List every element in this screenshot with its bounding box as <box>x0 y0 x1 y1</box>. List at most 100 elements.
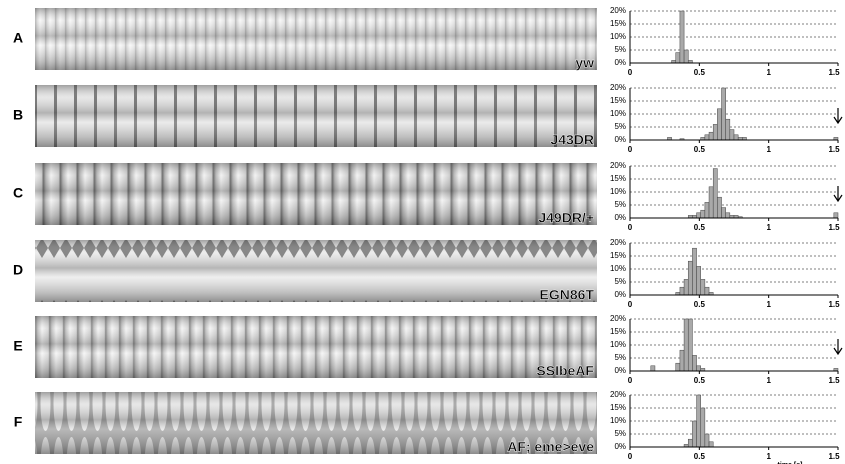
x-tick-label: 1 <box>766 376 771 385</box>
histogram-bar <box>676 363 680 371</box>
histogram-bar <box>701 210 705 218</box>
genotype-label: J49DR/+ <box>538 210 594 226</box>
y-tick-label: 20% <box>610 238 626 247</box>
genotype-label: AF; eme>eve <box>507 439 594 455</box>
genotype-label: J43DR <box>550 132 594 148</box>
histogram-bar <box>722 208 726 218</box>
x-tick-label: 0 <box>628 68 633 77</box>
x-tick-label: 1 <box>766 300 771 309</box>
x-tick-label: 0.5 <box>694 223 706 232</box>
y-tick-label: 0% <box>614 213 626 222</box>
y-tick-label: 0% <box>614 135 626 144</box>
histogram-bar <box>697 213 701 218</box>
x-tick-label: 1.5 <box>828 300 840 309</box>
x-tick-label: 0 <box>628 376 633 385</box>
x-tick-label: 0.5 <box>694 68 706 77</box>
histogram-bar <box>676 53 680 63</box>
y-tick-label: 0% <box>614 442 626 451</box>
arrow <box>834 186 842 201</box>
x-tick-label: 0.5 <box>694 145 706 154</box>
histogram-bar <box>730 130 734 140</box>
x-tick-label: 0 <box>628 300 633 309</box>
histogram-bar <box>692 355 696 371</box>
x-tick-label: 0 <box>628 223 633 232</box>
y-tick-label: 15% <box>610 327 626 336</box>
x-tick-label: 0 <box>628 145 633 154</box>
panel-letter: D <box>13 262 23 278</box>
x-tick-label: 0.5 <box>694 376 706 385</box>
y-tick-label: 10% <box>610 264 626 273</box>
y-tick-label: 10% <box>610 416 626 425</box>
x-tick-label: 1.5 <box>828 376 840 385</box>
kymograph-shade <box>35 163 597 225</box>
histogram-bar <box>726 119 730 140</box>
histogram-bar <box>684 319 688 371</box>
y-tick-label: 5% <box>614 45 626 54</box>
panel-letter: B <box>13 107 23 123</box>
x-tick-label: 1 <box>766 223 771 232</box>
y-tick-label: 10% <box>610 32 626 41</box>
y-tick-label: 15% <box>610 174 626 183</box>
histogram-bar <box>688 439 692 447</box>
histogram-bar <box>688 319 692 371</box>
histogram-bar <box>709 187 713 218</box>
histogram-bar <box>726 213 730 218</box>
x-tick-label: 1.5 <box>828 68 840 77</box>
histogram-bar <box>680 350 684 371</box>
panel-letter: A <box>13 30 23 46</box>
x-tick-label: 1.5 <box>828 145 840 154</box>
y-tick-label: 20% <box>610 390 626 399</box>
y-tick-label: 10% <box>610 340 626 349</box>
histogram-bar <box>717 109 721 140</box>
histogram-bar <box>688 261 692 295</box>
y-tick-label: 20% <box>610 83 626 92</box>
x-tick-label: 1 <box>766 452 771 461</box>
x-tick-label: 0.5 <box>694 452 706 461</box>
kymograph-shade <box>35 8 597 70</box>
histogram-bar <box>709 132 713 140</box>
histogram-bar <box>684 279 688 295</box>
histogram-bar <box>692 421 696 447</box>
histogram-bar <box>680 287 684 295</box>
panel-letter: F <box>14 414 23 430</box>
histogram-bar <box>697 266 701 295</box>
figure: Ayw0%5%10%15%20%00.511.5BJ43DR0%5%10%15%… <box>0 0 845 464</box>
y-tick-label: 0% <box>614 290 626 299</box>
histogram-bar <box>651 366 655 371</box>
histogram-bar <box>722 88 726 140</box>
y-tick-label: 20% <box>610 161 626 170</box>
y-tick-label: 5% <box>614 353 626 362</box>
y-tick-label: 5% <box>614 277 626 286</box>
arrow <box>834 339 842 354</box>
x-tick-label: 0.5 <box>694 300 706 309</box>
y-tick-label: 15% <box>610 96 626 105</box>
y-tick-label: 5% <box>614 122 626 131</box>
histogram-bar <box>713 124 717 140</box>
histogram-bar <box>705 202 709 218</box>
kymograph-shade <box>35 85 597 147</box>
x-tick-label: 1.5 <box>828 223 840 232</box>
kymograph-shade <box>35 316 597 378</box>
histogram-bar <box>705 434 709 447</box>
genotype-label: yw <box>575 55 594 71</box>
histogram-bar <box>713 169 717 218</box>
y-tick-label: 10% <box>610 187 626 196</box>
histogram-bar <box>709 442 713 447</box>
y-tick-label: 15% <box>610 251 626 260</box>
arrow <box>834 108 842 123</box>
genotype-label: SSIbeAF <box>536 363 594 379</box>
histogram-bar <box>697 395 701 447</box>
y-tick-label: 5% <box>614 200 626 209</box>
y-tick-label: 15% <box>610 403 626 412</box>
kymograph-shade <box>35 240 597 302</box>
histogram-bar <box>701 408 705 447</box>
y-tick-label: 20% <box>610 6 626 15</box>
panel-letter: E <box>13 338 22 354</box>
kymographs <box>35 8 597 454</box>
histogram-bar <box>734 135 738 140</box>
y-tick-label: 15% <box>610 19 626 28</box>
histogram-bar <box>680 11 684 63</box>
histogram-bar <box>834 213 838 218</box>
y-tick-label: 20% <box>610 314 626 323</box>
panel-letter: C <box>13 185 23 201</box>
